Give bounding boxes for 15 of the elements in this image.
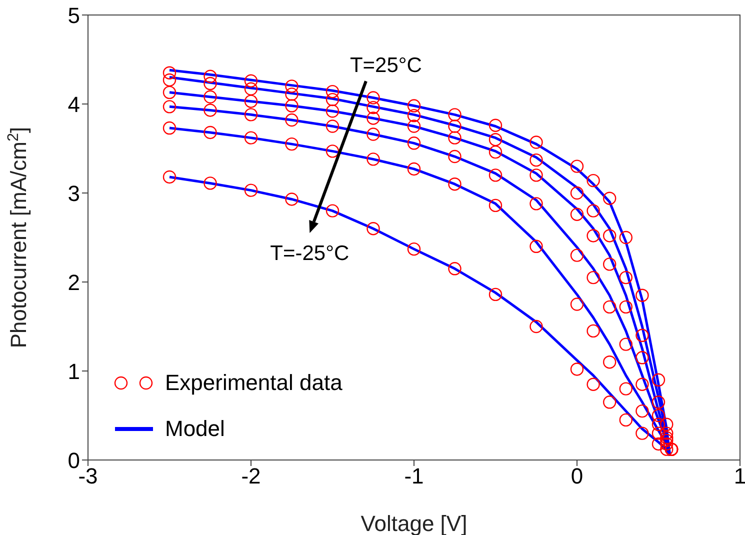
annotation: T=25°C <box>350 54 422 77</box>
x-tick-label: -3 <box>78 464 98 489</box>
x-tick-label: -2 <box>241 464 261 489</box>
y-tick-label: 4 <box>68 92 80 117</box>
y-tick-label: 5 <box>68 2 80 28</box>
y-tick-label: 0 <box>68 448 80 473</box>
x-tick-label: 1 <box>734 464 745 489</box>
annotation: T=-25°C <box>270 242 350 265</box>
legend-label: Experimental data <box>165 370 342 396</box>
y-tick-label: 3 <box>68 180 80 206</box>
legend-label: Model <box>165 416 225 442</box>
x-tick-label: -1 <box>404 464 424 489</box>
y-tick-label: 1 <box>68 358 80 384</box>
y-tick-label: 2 <box>68 270 80 295</box>
x-tick-label: 0 <box>570 464 584 489</box>
